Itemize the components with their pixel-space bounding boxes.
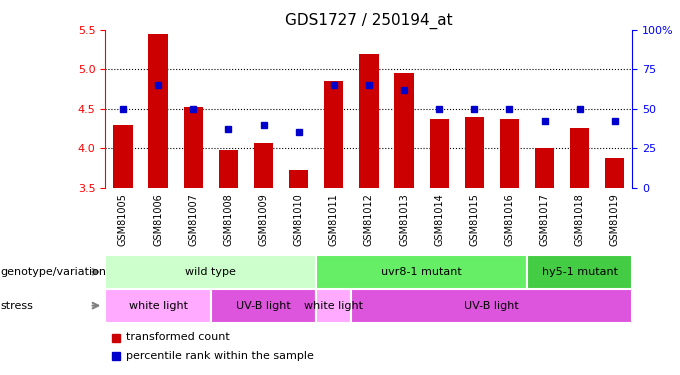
Text: stress: stress (0, 301, 33, 310)
Text: GSM81016: GSM81016 (505, 193, 515, 246)
Bar (184, 107, 203, 188)
Bar (254, 142, 273, 188)
Text: GSM81006: GSM81006 (153, 193, 163, 246)
Bar (535, 148, 554, 188)
Text: uvr8-1 mutant: uvr8-1 mutant (381, 267, 462, 277)
Title: GDS1727 / 250194_at: GDS1727 / 250194_at (285, 12, 453, 28)
Text: GSM81007: GSM81007 (188, 193, 199, 246)
Text: GSM81010: GSM81010 (294, 193, 304, 246)
Text: GSM81019: GSM81019 (610, 193, 620, 246)
Bar (464, 117, 484, 188)
Text: GSM81008: GSM81008 (223, 193, 233, 246)
Text: wild type: wild type (186, 267, 236, 277)
Text: transformed count: transformed count (126, 333, 231, 342)
Bar (500, 119, 519, 188)
Text: UV-B light: UV-B light (464, 301, 520, 310)
Text: GSM81011: GSM81011 (328, 193, 339, 246)
Bar (211, 289, 316, 322)
Bar (605, 158, 624, 188)
Text: GSM81014: GSM81014 (434, 193, 444, 246)
Text: white light: white light (304, 301, 363, 310)
Bar (527, 255, 632, 289)
Bar (289, 170, 308, 188)
Bar (114, 124, 133, 188)
Bar (324, 81, 343, 188)
Text: genotype/variation: genotype/variation (0, 267, 106, 277)
Text: white light: white light (129, 301, 188, 310)
Bar (105, 255, 316, 289)
Bar (105, 289, 211, 322)
Bar (148, 34, 168, 188)
Bar (316, 289, 352, 322)
Bar (570, 128, 590, 188)
Text: GSM81017: GSM81017 (539, 193, 549, 246)
Text: percentile rank within the sample: percentile rank within the sample (126, 351, 314, 361)
Bar (394, 74, 413, 188)
Text: GSM81012: GSM81012 (364, 193, 374, 246)
Bar (219, 150, 238, 188)
Text: GSM81013: GSM81013 (399, 193, 409, 246)
Text: GSM81015: GSM81015 (469, 193, 479, 246)
Bar (352, 289, 632, 322)
Text: GSM81018: GSM81018 (575, 193, 585, 246)
Text: UV-B light: UV-B light (236, 301, 291, 310)
Bar (359, 54, 379, 188)
Bar (316, 255, 527, 289)
Text: GSM81009: GSM81009 (258, 193, 269, 246)
Text: GSM81005: GSM81005 (118, 193, 128, 246)
Text: hy5-1 mutant: hy5-1 mutant (542, 267, 617, 277)
Bar (430, 119, 449, 188)
